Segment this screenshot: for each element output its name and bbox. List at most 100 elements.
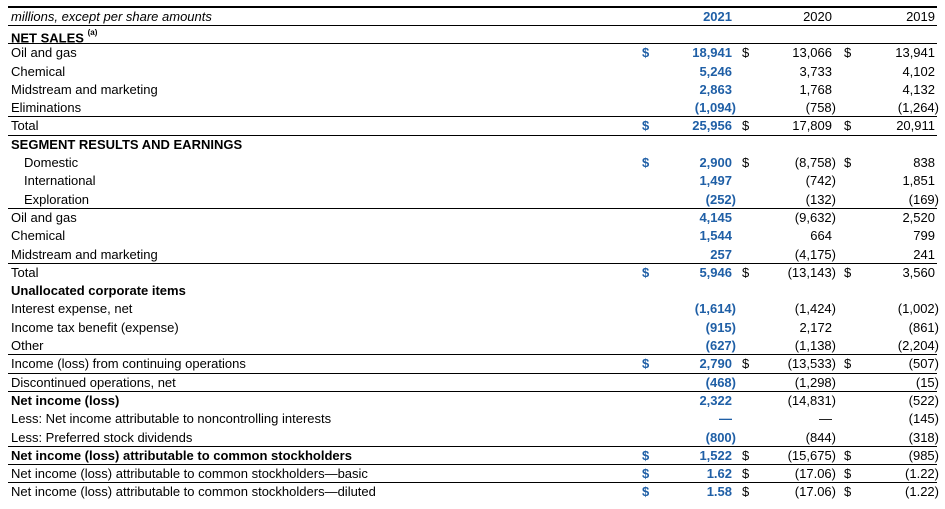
row-label: NET SALES (a) <box>11 28 98 46</box>
value-2019: (507) <box>908 356 939 372</box>
table-row: Domestic $2,900 $ (8,758) $838 <box>8 154 937 172</box>
value-2020: (1,138) <box>794 338 836 354</box>
value-2021: 25,956 <box>692 118 732 134</box>
dollar-sign: $ <box>742 45 750 61</box>
row-label: Chemical <box>11 63 66 79</box>
dollar-sign: $ <box>844 484 852 500</box>
financial-table: millions, except per share amounts 2021 … <box>8 6 939 502</box>
value-2021: 2,900 <box>699 155 732 171</box>
dollar-sign: $ <box>642 466 650 482</box>
value-2020: (17.06) <box>794 484 836 500</box>
value-2020: (844) <box>805 429 836 445</box>
value-2021: 1,522 <box>699 447 732 463</box>
header-row: millions, except per share amounts 2021 … <box>8 6 937 26</box>
table-row: Total $25,956 $17,809 $20,911 <box>8 117 937 137</box>
value-2021: 257 <box>710 246 732 262</box>
value-2019: 3,560 <box>902 264 935 280</box>
table-row: Income tax benefit (expense) (915) 2,172 (8… <box>8 319 939 337</box>
value-2020: (742) <box>805 173 836 189</box>
value-2021: 5,246 <box>699 63 732 79</box>
dollar-sign: $ <box>844 45 852 61</box>
value-2021: 18,941 <box>692 45 732 61</box>
year-2019-header: 2019 <box>906 9 935 24</box>
value-2021: 2,790 <box>699 356 732 372</box>
dollar-sign: $ <box>844 264 852 280</box>
dollar-sign: $ <box>742 466 750 482</box>
value-2021: — <box>719 411 732 427</box>
value-2019: 1,851 <box>902 173 935 189</box>
value-2019: 13,941 <box>895 45 935 61</box>
value-2021: 2,322 <box>699 392 732 408</box>
dollar-sign: $ <box>642 118 650 134</box>
value-2019: (1.22) <box>905 484 939 500</box>
value-2021: (800) <box>705 429 736 445</box>
dollar-sign: $ <box>742 484 750 500</box>
row-label: Domestic <box>24 155 79 171</box>
table-row: Other (627) (1,138) (2,204) <box>8 337 939 356</box>
table-row: Discontinued operations, net (468) (1,298)… <box>8 374 939 393</box>
value-2020: (9,632) <box>794 209 836 225</box>
value-2020: 17,809 <box>792 118 832 134</box>
row-label: Interest expense, net <box>11 301 133 317</box>
year-2020-header: 2020 <box>803 9 832 24</box>
dollar-sign: $ <box>742 264 750 280</box>
dollar-sign: $ <box>742 356 750 372</box>
value-2020: 2,172 <box>799 319 832 335</box>
row-label: Income tax benefit (expense) <box>11 319 179 335</box>
dollar-sign: $ <box>844 118 852 134</box>
dollar-sign: $ <box>642 356 650 372</box>
value-2019: (2,204) <box>897 338 939 354</box>
table-row: Net income (loss) 2,322 (14,831) (522) <box>8 392 939 410</box>
dollar-sign: $ <box>642 484 650 500</box>
value-2019: 20,911 <box>896 118 935 134</box>
table-row: Total $5,946 $ (13,143) $3,560 <box>8 264 937 282</box>
table-row: Chemical 5,246 3,733 4,102 <box>8 63 937 81</box>
table-row: Interest expense, net (1,614) (1,424) (1,00… <box>8 300 939 318</box>
table-row: NET SALES (a) <box>8 26 937 45</box>
value-2020: (17.06) <box>794 466 836 482</box>
value-2020: 664 <box>810 228 832 244</box>
value-2021: (627) <box>705 338 736 354</box>
value-2020: (14,831) <box>787 392 836 408</box>
row-label: Discontinued operations, net <box>11 374 176 390</box>
value-2020: (13,143) <box>787 264 836 280</box>
value-2019: (1,264) <box>897 100 939 116</box>
value-2020: 1,768 <box>799 81 832 97</box>
table-row: Exploration (252) (132) (169) <box>8 191 939 210</box>
value-2019: (522) <box>908 392 939 408</box>
value-2020: 13,066 <box>792 45 832 61</box>
dollar-sign: $ <box>844 447 852 463</box>
dollar-sign: $ <box>742 155 750 171</box>
value-2021: 1,497 <box>699 173 732 189</box>
value-2020: (13,533) <box>787 356 836 372</box>
row-label: Other <box>11 338 44 354</box>
value-2021: 1,544 <box>699 228 732 244</box>
table-row: Eliminations (1,094) (758) (1,264) <box>8 99 939 118</box>
row-label: Exploration <box>24 191 90 207</box>
table-row: Net income (loss) attributable to common… <box>8 447 939 466</box>
dollar-sign: $ <box>642 45 650 61</box>
row-label: Less: Net income attributable to noncont… <box>11 411 332 427</box>
table-row: Oil and gas $18,941 $13,066 $13,941 <box>8 44 937 62</box>
value-2019: (145) <box>908 411 939 427</box>
value-2021: (468) <box>705 374 736 390</box>
row-label: Total <box>11 118 39 134</box>
value-2019: 4,132 <box>902 81 935 97</box>
table-row: Chemical 1,544 664 799 <box>8 227 937 245</box>
row-label: Midstream and marketing <box>11 81 158 97</box>
table-row: Midstream and marketing 2,863 1,768 4,132 <box>8 81 937 99</box>
value-2020: (15,675) <box>787 447 836 463</box>
dollar-sign: $ <box>844 466 852 482</box>
table-row: SEGMENT RESULTS AND EARNINGS <box>8 136 937 154</box>
value-2019: (1.22) <box>905 466 939 482</box>
table-row: International 1,497 (742) 1,851 <box>8 172 937 190</box>
dollar-sign: $ <box>844 356 852 372</box>
row-label: Unallocated corporate items <box>11 283 186 299</box>
year-2021-header: 2021 <box>703 9 732 24</box>
value-2019: (318) <box>908 429 939 445</box>
row-label: Eliminations <box>11 100 82 116</box>
value-2019: 838 <box>913 155 935 171</box>
value-2021: (1,614) <box>694 301 736 317</box>
value-2020: (1,298) <box>794 374 836 390</box>
value-2020: (132) <box>805 191 836 207</box>
